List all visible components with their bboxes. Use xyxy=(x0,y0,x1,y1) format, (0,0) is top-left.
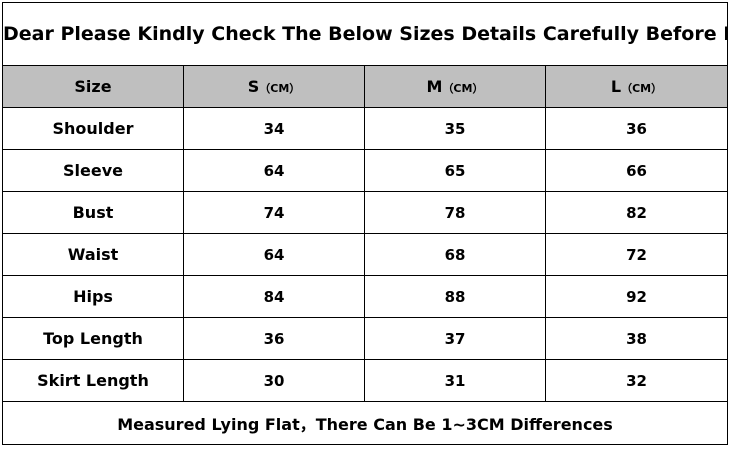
header-m-unit: （CM） xyxy=(442,82,484,95)
header-l: L（CM） xyxy=(544,65,729,108)
row-value: 84 xyxy=(183,275,365,318)
table-title: Dear Please Kindly Check The Below Sizes… xyxy=(1,2,729,66)
row-label: Shoulder xyxy=(2,107,184,150)
row-value: 72 xyxy=(544,233,729,276)
row-value: 34 xyxy=(183,107,365,150)
row-value: 64 xyxy=(183,233,365,276)
row-label: Sleeve xyxy=(2,149,184,192)
footer-row: Measured Lying Flat，There Can Be 1~3CM D… xyxy=(1,401,729,445)
header-s-name: S xyxy=(247,77,260,96)
table-row: Top Length 36 37 38 xyxy=(2,317,729,360)
row-value: 37 xyxy=(364,317,546,360)
row-value: 78 xyxy=(364,191,546,234)
row-value: 74 xyxy=(183,191,365,234)
row-value: 65 xyxy=(364,149,546,192)
table-row: Sleeve 64 65 66 xyxy=(2,149,729,192)
row-value: 31 xyxy=(364,359,546,402)
table-row: Hips 84 88 92 xyxy=(2,275,729,318)
table-body: Shoulder 34 35 36 Sleeve 64 65 66 Bust 74 78 82 Wais… xyxy=(2,107,729,402)
row-label: Bust xyxy=(2,191,184,234)
row-label: Skirt Length xyxy=(2,359,184,402)
row-value: 68 xyxy=(364,233,546,276)
row-value: 35 xyxy=(364,107,546,150)
table-row: Skirt Length 30 31 32 xyxy=(2,359,729,402)
row-value: 88 xyxy=(364,275,546,318)
header-l-name: L xyxy=(610,77,622,96)
row-label: Top Length xyxy=(2,317,184,360)
header-l-unit: （CM） xyxy=(621,82,663,95)
row-value: 30 xyxy=(183,359,365,402)
header-row: Size S（CM） M（CM） L（CM） xyxy=(2,65,729,108)
row-value: 66 xyxy=(544,149,729,192)
row-value: 36 xyxy=(544,107,729,150)
header-s: S（CM） xyxy=(183,65,365,108)
table-row: Bust 74 78 82 xyxy=(2,191,729,234)
title-row: Dear Please Kindly Check The Below Sizes… xyxy=(1,2,729,66)
row-value: 38 xyxy=(544,317,729,360)
header-s-unit: （CM） xyxy=(259,82,301,95)
row-value: 36 xyxy=(183,317,365,360)
header-m-name: M xyxy=(426,77,443,96)
table-row: Waist 64 68 72 xyxy=(2,233,729,276)
header-size: Size xyxy=(2,65,184,108)
header-m: M（CM） xyxy=(364,65,546,108)
row-value: 64 xyxy=(183,149,365,192)
table-footer-note: Measured Lying Flat，There Can Be 1~3CM D… xyxy=(1,401,729,445)
row-value: 82 xyxy=(544,191,729,234)
table-row: Shoulder 34 35 36 xyxy=(2,107,729,150)
row-value: 92 xyxy=(544,275,729,318)
row-label: Hips xyxy=(2,275,184,318)
row-label: Waist xyxy=(2,233,184,276)
row-value: 32 xyxy=(544,359,729,402)
